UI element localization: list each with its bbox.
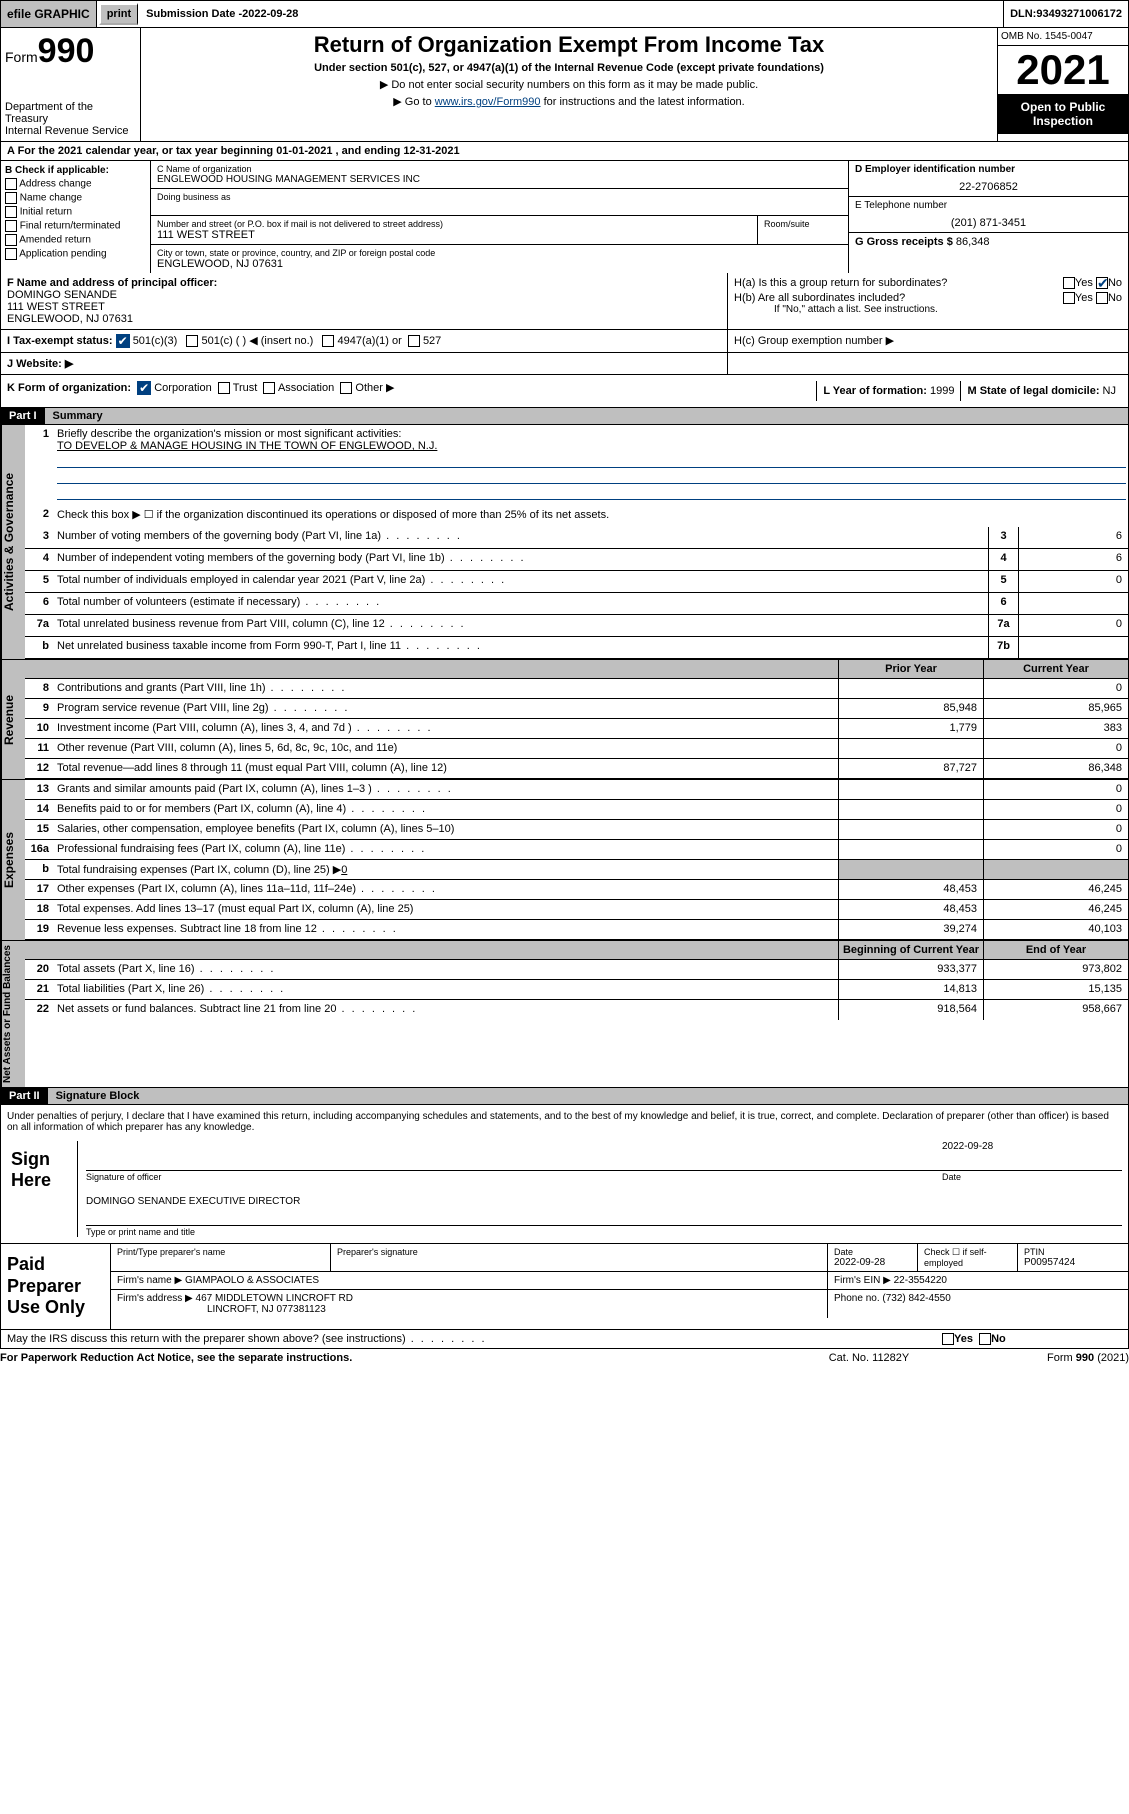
ein-box: D Employer identification number 22-2706… — [849, 161, 1128, 197]
tab-governance: Activities & Governance — [1, 425, 25, 659]
efile-graphic-label: efile GRAPHIC — [1, 1, 97, 27]
form-header: Form990 Department of the Treasury Inter… — [0, 28, 1129, 142]
chk-final-return[interactable]: Final return/terminated — [5, 220, 146, 232]
signature-block: Under penalties of perjury, I declare th… — [0, 1105, 1129, 1244]
omb-number: OMB No. 1545-0047 — [998, 28, 1128, 46]
part2-header: Part II Signature Block — [0, 1088, 1129, 1105]
chk-501c3[interactable]: ✔ — [116, 334, 130, 348]
print-button[interactable]: print — [99, 3, 138, 25]
website-row: J Website: ▶ — [1, 353, 728, 374]
chk-amended[interactable]: Amended return — [5, 234, 146, 246]
phone-value: (201) 871-3451 — [855, 217, 1122, 229]
street-address: 111 WEST STREET — [157, 229, 751, 241]
dba-box: Doing business as — [151, 189, 848, 216]
tax-year: 2021 — [998, 46, 1128, 94]
form-number: Form990 — [5, 32, 136, 71]
paid-preparer-block: Paid Preparer Use Only Print/Type prepar… — [0, 1244, 1129, 1330]
chk-name-change[interactable]: Name change — [5, 192, 146, 204]
perjury-declaration: Under penalties of perjury, I declare th… — [7, 1111, 1122, 1133]
prior-current-header: Prior YearCurrent Year — [25, 660, 1128, 679]
irs-link[interactable]: www.irs.gov/Form990 — [435, 96, 541, 108]
phone-box: E Telephone number (201) 871-3451 — [849, 197, 1128, 233]
tax-exempt-row: I Tax-exempt status: ✔ 501(c)(3) 501(c) … — [1, 330, 728, 352]
address-row: Number and street (or P.O. box if mail i… — [151, 216, 848, 245]
goto-note: ▶ Go to www.irs.gov/Form990 for instruct… — [145, 95, 993, 108]
tab-net-assets: Net Assets or Fund Balances — [1, 941, 25, 1087]
part1-header: Part I Summary — [0, 408, 1129, 425]
ssn-note: ▶ Do not enter social security numbers o… — [145, 78, 993, 91]
row-a-taxyear: A For the 2021 calendar year, or tax yea… — [0, 142, 1129, 161]
state-domicile: M State of legal domicile: NJ — [960, 381, 1122, 401]
org-name: ENGLEWOOD HOUSING MANAGEMENT SERVICES IN… — [157, 174, 842, 185]
dept-treasury: Department of the Treasury Internal Reve… — [5, 101, 136, 137]
dln-label: DLN: 93493271006172 — [1004, 1, 1128, 27]
chk-application-pending[interactable]: Application pending — [5, 248, 146, 260]
chk-corporation[interactable]: ✔ — [137, 381, 151, 395]
chk-address-change[interactable]: Address change — [5, 178, 146, 190]
col-b-checkboxes: B Check if applicable: Address change Na… — [1, 161, 151, 273]
hc-row: H(c) Group exemption number ▶ — [728, 330, 1128, 352]
officer-name-title: DOMINGO SENANDE EXECUTIVE DIRECTOR — [86, 1196, 1122, 1207]
efile-topbar: efile GRAPHIC print Submission Date - 20… — [0, 0, 1129, 28]
gross-receipts-box: G Gross receipts $ 86,348 — [849, 233, 1128, 251]
firm-name: GIAMPAOLO & ASSOCIATES — [185, 1275, 319, 1286]
officer-box: F Name and address of principal officer:… — [1, 273, 728, 329]
header-block-bcde: B Check if applicable: Address change Na… — [0, 161, 1129, 273]
open-public-badge: Open to Public Inspection — [998, 94, 1128, 134]
tab-expenses: Expenses — [1, 780, 25, 940]
year-formation: L Year of formation: 1999 — [816, 381, 960, 401]
form-title: Return of Organization Exempt From Incom… — [145, 32, 993, 58]
ein-value: 22-2706852 — [855, 181, 1122, 193]
tab-revenue: Revenue — [1, 660, 25, 779]
mission-text: TO DEVELOP & MANAGE HOUSING IN THE TOWN … — [57, 440, 437, 452]
form-subtitle: Under section 501(c), 527, or 4947(a)(1)… — [145, 62, 993, 74]
begin-end-header: Beginning of Current YearEnd of Year — [25, 941, 1128, 960]
form-org-row: K Form of organization: ✔ Corporation Tr… — [0, 375, 1129, 408]
org-name-box: C Name of organization ENGLEWOOD HOUSING… — [151, 161, 848, 189]
submission-date: Submission Date - 2022-09-28 — [140, 1, 1004, 27]
city-box: City or town, state or province, country… — [151, 245, 848, 273]
page-footer: For Paperwork Reduction Act Notice, see … — [0, 1349, 1129, 1367]
chk-initial-return[interactable]: Initial return — [5, 206, 146, 218]
col-b-title: B Check if applicable: — [5, 165, 109, 176]
sign-here-label: Sign Here — [7, 1141, 77, 1237]
group-return-box: H(a) Is this a group return for subordin… — [728, 273, 1128, 329]
city-state-zip: ENGLEWOOD, NJ 07631 — [157, 258, 842, 270]
discuss-row: May the IRS discuss this return with the… — [0, 1330, 1129, 1349]
